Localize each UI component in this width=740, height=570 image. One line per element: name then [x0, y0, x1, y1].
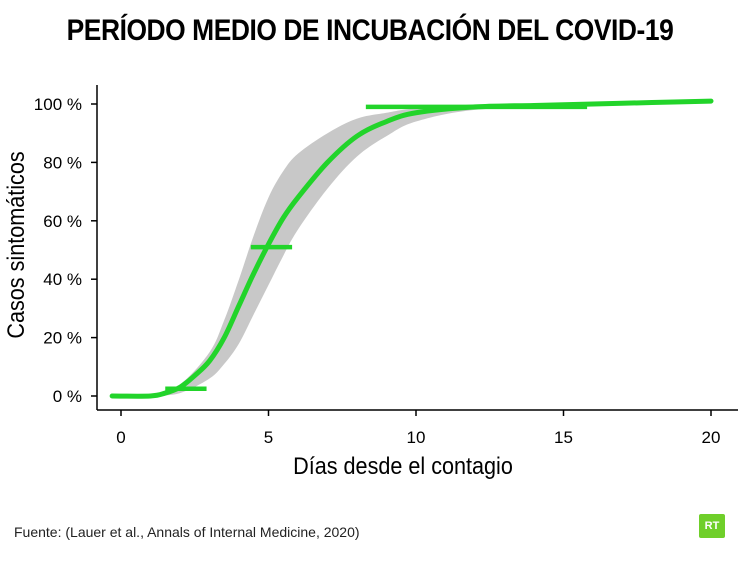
axes: 0 % 20 % 40 % 60 % 80 % 100 % 0 5 10 15 20 [34, 85, 738, 447]
x-tick-label: 10 [407, 428, 426, 447]
y-tick-label: 100 % [34, 95, 82, 114]
x-tick-label: 20 [702, 428, 721, 447]
y-tick-label: 40 % [43, 270, 82, 289]
chart-title: PERÍODO MEDIO DE INCUBACIÓN DEL COVID-19 [66, 14, 674, 47]
y-tick-label: 0 % [53, 387, 82, 406]
rt-logo: RT [699, 514, 725, 538]
x-tick-label: 15 [554, 428, 573, 447]
plot-area [109, 98, 714, 399]
x-tick-label: 0 [116, 428, 125, 447]
x-tick-label: 5 [264, 428, 273, 447]
y-tick-label: 60 % [43, 212, 82, 231]
median-curve [109, 98, 714, 399]
y-tick-label: 20 % [43, 329, 82, 348]
y-tick-label: 80 % [43, 153, 82, 172]
y-axis-label: Casos sintomáticos [2, 151, 29, 338]
source-note: Fuente: (Lauer et al., Annals of Interna… [14, 524, 360, 540]
x-axis-label: Días desde el contagio [293, 452, 513, 479]
